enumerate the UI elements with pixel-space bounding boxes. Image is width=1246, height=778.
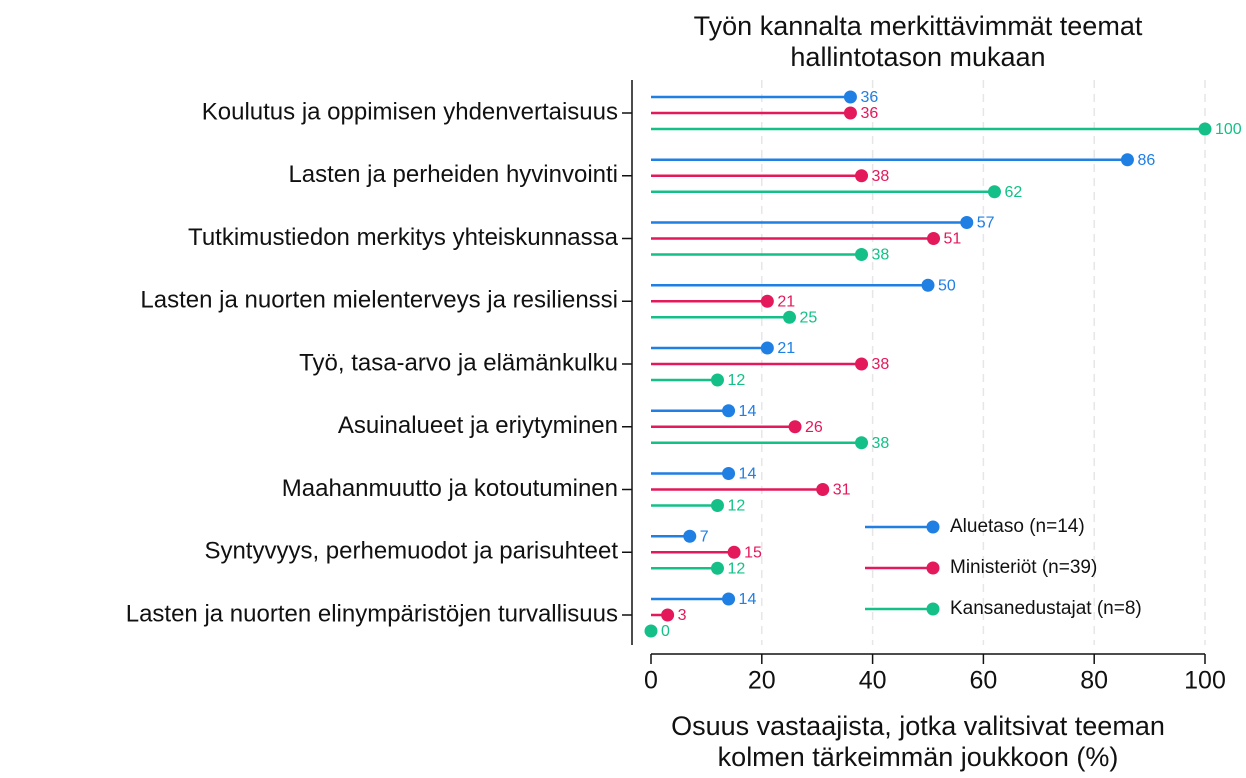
x-tick-label: 100 [1184, 667, 1226, 695]
value-label: 57 [977, 215, 995, 232]
dot [1198, 122, 1212, 136]
value-label: 15 [744, 544, 762, 561]
dot [855, 248, 869, 261]
value-label: 25 [800, 309, 818, 326]
legend-label: Kansanedustajat (n=8) [950, 598, 1142, 619]
legend-dot [926, 561, 940, 575]
value-label: 12 [727, 560, 745, 577]
dot [855, 436, 869, 450]
legend-label: Aluetaso (n=14) [950, 516, 1085, 537]
value-label: 50 [938, 277, 956, 294]
dot [727, 545, 741, 559]
legend-dot [926, 520, 940, 534]
value-label: 7 [700, 528, 709, 545]
x-axis-label: Osuus vastaajista, jotka valitsivat teem… [671, 711, 1165, 741]
x-axis-label: kolmen tärkeimmän joukkoon (%) [718, 742, 1119, 772]
dot [760, 341, 774, 355]
y-tick-label: Maahanmuutto ja kotoutuminen [282, 475, 618, 502]
dot [760, 294, 774, 308]
dot [722, 404, 736, 418]
dot [710, 499, 724, 512]
legend-dot [926, 602, 940, 616]
dot [683, 529, 697, 543]
value-label: 21 [777, 293, 795, 310]
value-label: 31 [833, 482, 851, 499]
value-label: 38 [872, 247, 890, 264]
value-label: 38 [872, 435, 890, 452]
x-tick-label: 40 [859, 667, 887, 695]
x-tick-label: 60 [969, 667, 997, 695]
chart-title: hallintotason mukaan [790, 42, 1045, 72]
x-tick-label: 20 [748, 667, 776, 695]
dot [783, 310, 796, 324]
dot [710, 561, 724, 575]
dot [1120, 153, 1134, 167]
value-label: 38 [872, 356, 890, 373]
y-tick-label: Lasten ja perheiden hyvinvointi [288, 161, 618, 188]
dot [960, 216, 974, 229]
x-tick-label: 0 [644, 667, 658, 695]
dot [710, 373, 724, 387]
y-tick-label: Syntyvyys, perhemuodot ja parisuhteet [204, 538, 618, 565]
dot [788, 420, 802, 434]
value-label: 14 [739, 403, 757, 420]
value-label: 100 [1215, 121, 1242, 138]
dot [855, 357, 869, 371]
y-tick-label: Asuinalueet ja eriytyminen [338, 412, 618, 439]
dot [927, 232, 941, 245]
dot [661, 608, 675, 622]
dot [987, 185, 1001, 199]
dot [843, 90, 857, 104]
value-label: 36 [860, 89, 878, 106]
dot [722, 467, 736, 480]
dot [644, 624, 658, 638]
dot [722, 592, 736, 606]
legend-label: Ministeriöt (n=39) [950, 557, 1097, 578]
chart-title: Työn kannalta merkittävimmät teemat [694, 11, 1143, 41]
value-label: 14 [739, 466, 757, 483]
value-label: 0 [661, 623, 670, 640]
value-label: 14 [739, 591, 757, 608]
value-label: 12 [727, 498, 745, 515]
dot [855, 169, 869, 183]
dot [816, 483, 830, 496]
value-label: 62 [1004, 184, 1022, 201]
y-tick-label: Työ, tasa-arvo ja elämänkulku [299, 349, 618, 376]
value-label: 38 [872, 168, 890, 185]
value-label: 36 [860, 105, 878, 122]
value-label: 51 [944, 231, 962, 248]
value-label: 12 [727, 372, 745, 389]
dot [843, 106, 857, 120]
y-tick-label: Lasten ja nuorten mielenterveys ja resil… [140, 287, 618, 314]
value-label: 26 [805, 419, 823, 436]
y-tick-label: Tutkimustiedon merkitys yhteiskunnassa [188, 224, 619, 251]
y-tick-label: Koulutus ja oppimisen yhdenvertaisuus [202, 98, 618, 125]
x-tick-label: 80 [1080, 667, 1108, 695]
value-label: 86 [1137, 152, 1155, 169]
y-tick-label: Lasten ja nuorten elinympäristöjen turva… [126, 600, 618, 627]
value-label: 3 [678, 607, 687, 624]
dot [921, 278, 935, 292]
value-label: 21 [777, 340, 795, 357]
